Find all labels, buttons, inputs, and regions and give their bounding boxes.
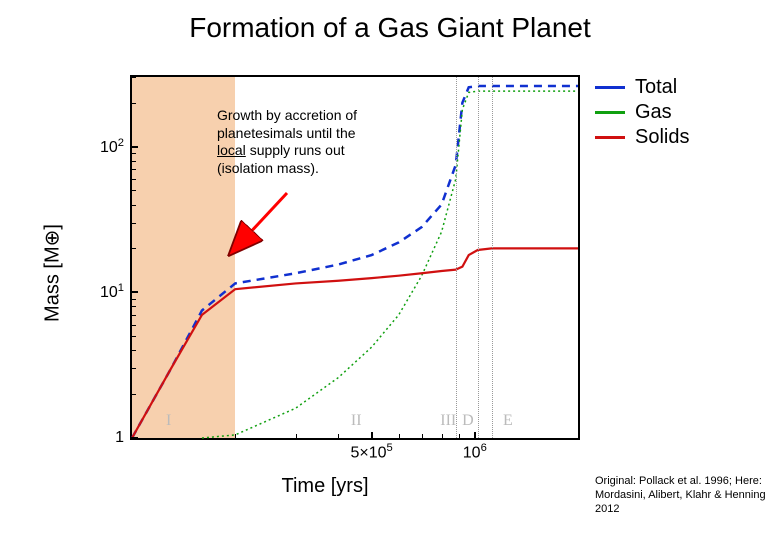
phase-divider [478, 77, 479, 438]
phase-label: II [351, 412, 362, 430]
phase-label: I [166, 412, 171, 430]
y-axis-label: Mass [M⊕] [40, 224, 65, 322]
phase-label: E [503, 412, 513, 430]
chart-container: Mass [M⊕] Growth by accretion of planete… [60, 65, 590, 480]
legend-swatch [595, 136, 625, 139]
phase-divider [492, 77, 493, 438]
legend-label: Total [635, 75, 677, 100]
phase-label: D [462, 412, 474, 430]
legend-swatch [595, 86, 625, 89]
legend-label: Solids [635, 125, 689, 150]
plot-area: Growth by accretion of planetesimals unt… [130, 75, 580, 440]
legend-swatch [595, 111, 625, 114]
page-title: Formation of a Gas Giant Planet [0, 12, 780, 44]
legend-item-gas: Gas [595, 100, 689, 125]
y-tick-label: 101 [100, 282, 132, 302]
y-tick-label: 102 [100, 136, 132, 156]
x-tick-label: 5×105 [350, 438, 392, 462]
annotation-arrow [132, 77, 578, 438]
phase-divider [456, 77, 457, 438]
legend-item-solids: Solids [595, 125, 689, 150]
phase-label: III [440, 412, 456, 430]
x-axis-label: Time [yrs] [281, 475, 368, 498]
x-tick-label: 106 [463, 438, 487, 462]
citation: Original: Pollack et al. 1996; Here: Mor… [595, 475, 770, 516]
legend-item-total: Total [595, 75, 689, 100]
legend: TotalGasSolids [595, 75, 689, 150]
legend-label: Gas [635, 100, 672, 125]
